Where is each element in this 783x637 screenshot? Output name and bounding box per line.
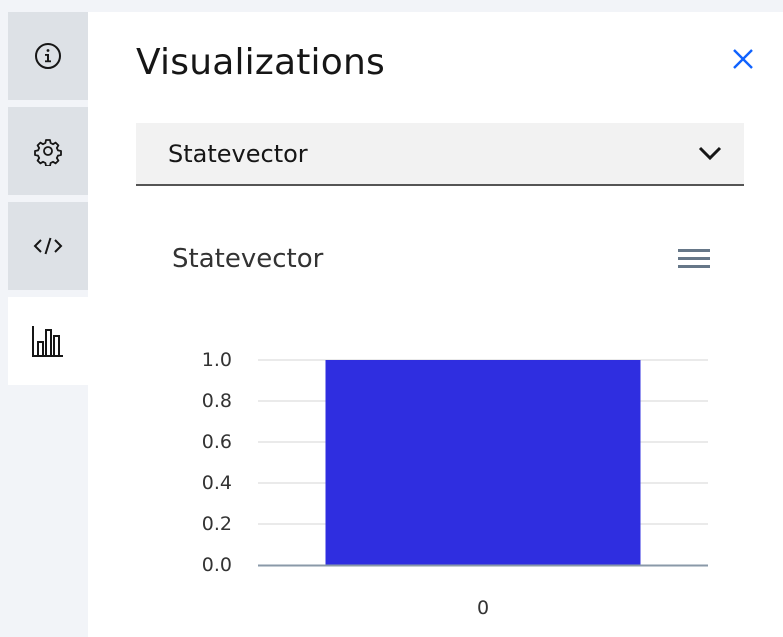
y-tick-label: 1.0 xyxy=(202,349,232,371)
close-icon xyxy=(732,48,754,75)
x-tick-label: 0 xyxy=(477,597,489,619)
y-tick-label: 0.2 xyxy=(202,513,232,535)
y-tick-label: 0.4 xyxy=(202,472,232,494)
hamburger-menu-icon xyxy=(678,249,710,274)
visualization-select[interactable]: Statevector xyxy=(136,123,744,186)
code-icon xyxy=(32,231,64,261)
chart-menu-button[interactable] xyxy=(678,248,710,274)
visualizations-panel: Visualizations Statevector Statevector xyxy=(88,12,783,637)
y-tick-label: 0.0 xyxy=(202,554,232,576)
statevector-chart: 0.0 0.2 0.4 0.6 0.8 1.0 0 xyxy=(202,349,708,619)
visualization-select-value: Statevector xyxy=(168,140,308,168)
rail-button-visualizations[interactable] xyxy=(8,297,88,385)
y-tick-label: 0.6 xyxy=(202,431,232,453)
y-tick-label: 0.8 xyxy=(202,390,232,412)
panel-title: Visualizations xyxy=(136,42,385,83)
bar xyxy=(325,360,641,565)
chevron-down-icon xyxy=(698,145,722,166)
info-icon xyxy=(33,41,63,71)
chart-title: Statevector xyxy=(172,244,324,274)
rail-button-info[interactable] xyxy=(8,12,88,100)
rail-button-code[interactable] xyxy=(8,202,88,290)
gear-icon xyxy=(33,136,63,166)
close-button[interactable] xyxy=(728,46,758,76)
side-rail xyxy=(8,12,88,637)
rail-button-settings[interactable] xyxy=(8,107,88,195)
bar-chart-icon xyxy=(31,324,65,358)
